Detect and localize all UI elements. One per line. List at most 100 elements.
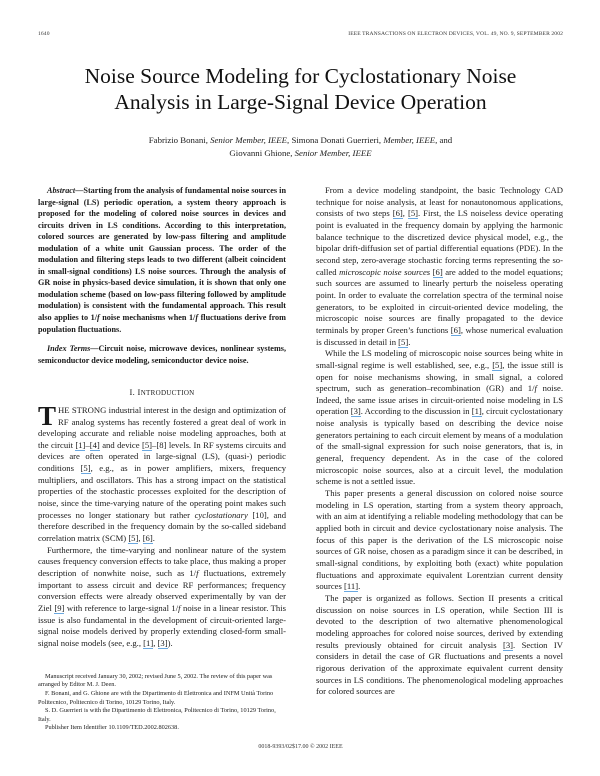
paragraph: This paper presents a general discussion… [316, 488, 563, 593]
text-run: . First, the LS noiseless device operati… [316, 208, 564, 277]
text-run: From a device modeling standpoint, the b… [316, 185, 563, 219]
citation-link[interactable]: [5] [407, 208, 419, 220]
citation-link[interactable]: [6] [450, 324, 461, 336]
footnote: Publisher Item Identifier 10.1109/TED.20… [38, 724, 286, 733]
paragraph: While the LS modeling of microscopic noi… [316, 348, 563, 488]
text-run: , and [435, 135, 453, 145]
text-run: and device [99, 439, 142, 450]
italic-text: f [96, 313, 100, 323]
copyright-footer: 0018-9393/02$17.00 © 2002 IEEE [258, 744, 343, 750]
footnote: S. D. Guerrieri is with the Dipartimento… [38, 707, 286, 724]
authors: Fabrizio Bonani, Senior Member, IEEE, Si… [38, 134, 563, 160]
text-run: , Simona Donati Guerrieri, [287, 135, 384, 145]
italic-text: f [196, 568, 199, 579]
title-line-2: Analysis in Large-Signal Device Operatio… [114, 90, 487, 114]
text-run: [10], and therefore described in the fre… [38, 509, 287, 544]
text-run: This paper presents a general discussion… [316, 488, 563, 592]
italic-text: cyclostationary [194, 509, 248, 520]
text-run: noise mechanisms when 1/ [99, 313, 196, 323]
text-run: —Starting from the analysis of fundament… [38, 186, 286, 323]
italic-text: microscopic noise sources [339, 266, 431, 277]
authors-line-1: Fabrizio Bonani, Senior Member, IEEE, Si… [38, 134, 563, 147]
paragraph: The paper is organized as follows. Secti… [316, 593, 563, 698]
text-run: . [408, 336, 411, 347]
citation-link[interactable]: [5] [141, 439, 153, 451]
text-run: , [402, 208, 408, 219]
citation-link[interactable]: [3] [502, 639, 514, 651]
abstract-text: Abstract—Starting from the analysis of f… [38, 185, 286, 335]
footnotes: Manuscript received January 30, 2002; re… [38, 659, 286, 733]
citation-link[interactable]: [5] [492, 359, 503, 371]
text-run: –[8] levels. In RF systems circuits and … [38, 439, 286, 474]
footnote: F. Bonani, and G. Ghione are with the Di… [38, 690, 286, 707]
text-run: ). [167, 637, 173, 648]
text-run: While the LS modeling of microscopic noi… [316, 348, 563, 370]
text-run: F. Bonani, and G. Ghione are with the Di… [38, 690, 274, 706]
drop-cap: T [38, 400, 57, 431]
text-run: , [138, 533, 143, 544]
page-number: 1640 [38, 31, 50, 37]
right-column-body: From a device modeling standpoint, the b… [316, 185, 563, 733]
title-line-1: Noise Source Modeling for Cyclostationar… [84, 64, 517, 88]
text-run: HE STRONG industrial interest in the des… [38, 404, 286, 450]
text-run: , the issue still is open for noise mech… [316, 359, 564, 394]
citation-link[interactable]: [3] [350, 406, 361, 418]
citation-link[interactable]: [1] [471, 406, 482, 418]
text-run: —Circuit noise, microwave devices, nonli… [38, 344, 286, 365]
italic-text: Senior Member, IEEE [294, 148, 372, 158]
paper-title: Noise Source Modeling for Cyclostationar… [38, 63, 563, 115]
abstract: Abstract—Starting from the analysis of f… [38, 185, 286, 335]
introduction-body: T HE STRONG industrial interest in the de… [38, 400, 287, 650]
running-header: 1640 IEEE TRANSACTIONS ON ELECTRON DEVIC… [38, 30, 563, 38]
paragraph: Furthermore, the time-varying and nonlin… [38, 545, 286, 650]
italic-text: Senior Member, IEEE [210, 135, 288, 145]
italic-text: f [178, 603, 181, 614]
text-run: Publisher Item Identifier 10.1109/TED.20… [45, 724, 179, 732]
italic-text: f [195, 313, 199, 323]
text-run: fluctuations, extremely important to ass… [38, 568, 286, 614]
citation-link[interactable]: [5] [128, 533, 139, 545]
citation-link[interactable]: [3] [157, 637, 168, 649]
journal-header: IEEE TRANSACTIONS ON ELECTRON DEVICES, V… [348, 31, 563, 37]
italic-text: f [534, 383, 537, 394]
citation-link[interactable]: [5] [398, 336, 409, 348]
citation-link[interactable]: [6] [392, 208, 403, 220]
heading-numeral: I. I [129, 387, 141, 398]
text-run: , [153, 637, 158, 648]
text-run: fluctuations derive from population fluc… [38, 313, 286, 334]
text-run: Giovanni Ghione, [229, 148, 295, 158]
two-column-body: Abstract—Starting from the analysis of f… [38, 185, 563, 733]
citation-link[interactable]: [4] [89, 439, 100, 451]
text-run: , e.g., as in power amplifiers, mixers, … [38, 463, 287, 520]
citation-link[interactable]: [6] [142, 533, 153, 545]
text-run: Manuscript received January 30, 2002; re… [38, 672, 273, 689]
citation-link[interactable]: [9] [54, 603, 65, 615]
heading-rest: NTRODUCTION [140, 389, 195, 398]
paragraph: T HE STRONG industrial interest in the de… [38, 400, 287, 545]
text-run: , whose numerical evaluation is discusse… [316, 324, 563, 347]
paragraph-text: HE STRONG industrial interest in the des… [38, 404, 287, 545]
citation-link[interactable]: [5] [80, 463, 91, 475]
citation-link[interactable]: [11] [344, 581, 359, 593]
text-run: . [152, 533, 155, 544]
authors-line-2: Giovanni Ghione, Senior Member, IEEE [38, 147, 563, 160]
index-terms-text: Index Terms—Circuit noise, microwave dev… [38, 343, 286, 366]
text-run: S. D. Guerrieri is with the Dipartimento… [38, 707, 276, 723]
citation-link[interactable]: [6] [432, 266, 443, 278]
text-run: – [85, 439, 90, 450]
text-run: Furthermore, the time-varying and nonlin… [38, 544, 286, 579]
citation-link[interactable]: [1] [75, 439, 86, 451]
italic-text: Abstract [47, 186, 76, 195]
text-run: , circuit cyclostationary noise analysis… [316, 406, 563, 487]
text-run: are added to the model equations; such s… [316, 266, 564, 335]
text-run: . Section IV considers in detail the cas… [316, 639, 563, 697]
left-column: Abstract—Starting from the analysis of f… [38, 185, 286, 733]
citation-link[interactable]: [1] [143, 637, 154, 649]
text-run: noise in a linear resistor. This issue i… [38, 603, 286, 648]
text-run: noise. Indeed, the same issue arises in … [316, 383, 563, 417]
italic-text: Member, IEEE [383, 135, 436, 145]
text-run: . According to the discussion in [360, 406, 472, 417]
text-run: with reference to large-signal 1/ [64, 603, 179, 614]
section-heading-introduction: I. INTRODUCTION [38, 387, 286, 400]
